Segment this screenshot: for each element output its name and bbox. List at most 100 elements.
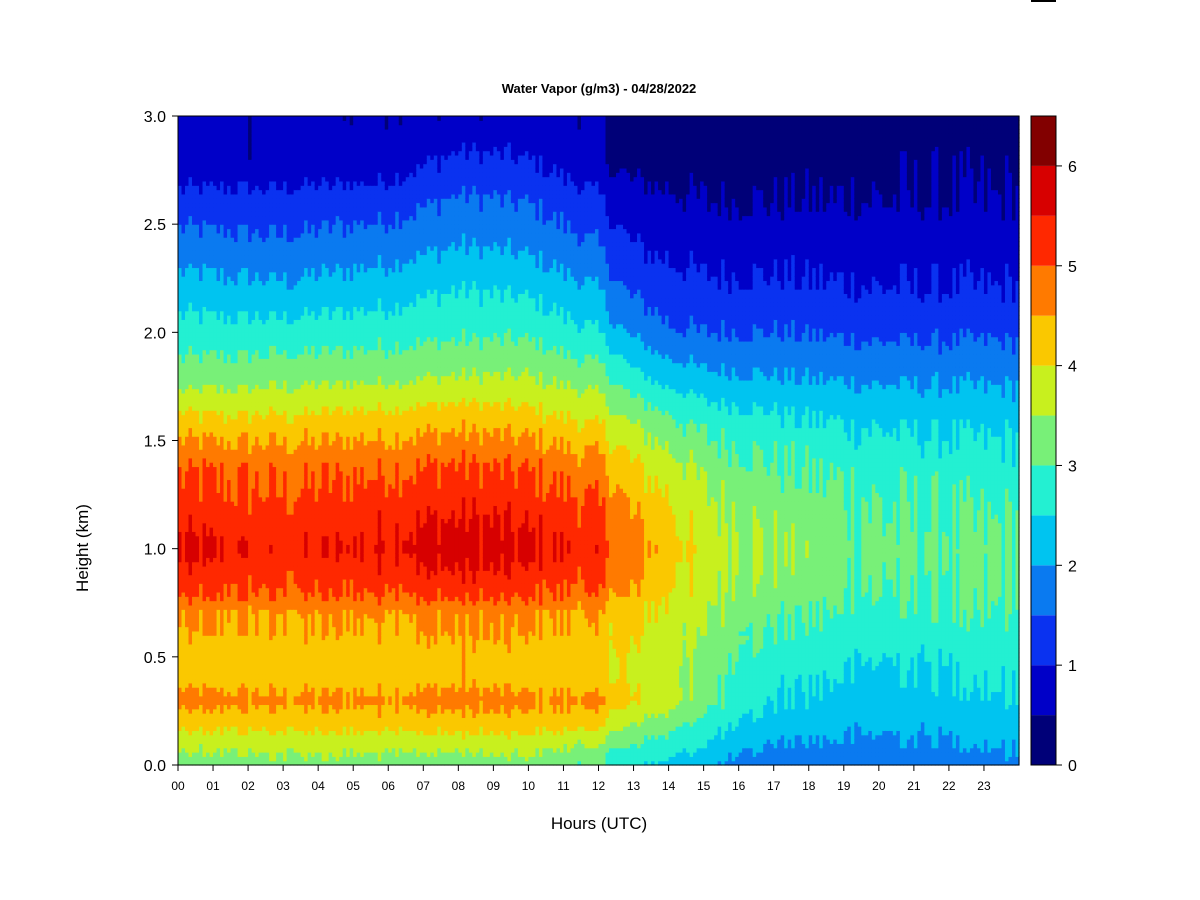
heatmap-cell [185, 470, 190, 476]
heatmap-cell [241, 492, 246, 498]
heatmap-cell [178, 276, 183, 282]
heatmap-cell [202, 202, 207, 208]
heatmap-cell [223, 137, 228, 143]
heatmap-cell [272, 133, 277, 139]
heatmap-cell [223, 254, 228, 260]
heatmap-cell [181, 276, 186, 282]
heatmap-cell [241, 678, 246, 684]
heatmap-cell [290, 289, 295, 294]
heatmap-cell [199, 756, 204, 762]
heatmap-cell [290, 752, 295, 757]
heatmap-cell [209, 418, 214, 424]
heatmap-cell [234, 695, 239, 701]
heatmap-cell [262, 682, 267, 688]
heatmap-cell [199, 427, 204, 433]
heatmap-cell [234, 531, 239, 537]
heatmap-cell [188, 470, 193, 476]
heatmap-cell [188, 237, 193, 243]
heatmap-cell [255, 565, 260, 571]
heatmap-cell [234, 743, 239, 749]
heatmap-cell [262, 449, 267, 455]
heatmap-cell [276, 159, 281, 165]
heatmap-cell [206, 280, 211, 286]
heatmap-cell [202, 591, 207, 597]
heatmap-cell [272, 120, 277, 126]
heatmap-cell [202, 137, 207, 143]
heatmap-cell [272, 691, 277, 697]
heatmap-cell [272, 323, 277, 329]
heatmap-cell [286, 617, 291, 623]
heatmap-cell [286, 730, 291, 736]
heatmap-cell [262, 535, 267, 541]
heatmap-cell [195, 384, 200, 390]
heatmap-cell [216, 133, 221, 139]
heatmap-cell [195, 332, 200, 338]
heatmap-cell [286, 276, 291, 282]
heatmap-cell [227, 492, 232, 498]
heatmap-cell [209, 522, 214, 528]
heatmap-cell [206, 328, 211, 333]
heatmap-cell [195, 358, 200, 364]
heatmap-cell [265, 215, 270, 221]
heatmap-cell [290, 185, 295, 191]
heatmap-cell [195, 639, 200, 645]
heatmap-cell [262, 617, 267, 623]
heatmap-cell [269, 172, 274, 178]
heatmap-cell [213, 306, 218, 312]
heatmap-cell [255, 462, 260, 468]
heatmap-cell [255, 656, 260, 662]
heatmap-cell [216, 565, 221, 571]
heatmap-cell [178, 444, 183, 450]
heatmap-cell [227, 479, 232, 485]
heatmap-cell [255, 250, 260, 256]
heatmap-cell [202, 276, 207, 282]
heatmap-cell [276, 739, 281, 744]
heatmap-cell [188, 185, 193, 191]
heatmap-cell [223, 366, 228, 372]
heatmap-cell [227, 224, 232, 230]
heatmap-cell [213, 661, 218, 667]
heatmap-cell [199, 392, 204, 398]
heatmap-cell [258, 518, 263, 524]
heatmap-cell [241, 284, 246, 290]
heatmap-cell [255, 120, 260, 126]
heatmap-cell [241, 739, 246, 744]
heatmap-cell [241, 146, 246, 152]
heatmap-cell [272, 280, 277, 286]
heatmap-cell [248, 531, 253, 537]
heatmap-cell [248, 488, 253, 494]
heatmap-cell [206, 492, 211, 498]
heatmap-cell [248, 544, 253, 550]
heatmap-cell [255, 479, 260, 485]
heatmap-cell [272, 167, 277, 173]
heatmap-cell [192, 682, 197, 688]
heatmap-cell [213, 466, 218, 472]
heatmap-cell [195, 315, 200, 320]
heatmap-cell [290, 600, 295, 606]
heatmap-cell [192, 375, 197, 381]
heatmap-cell [202, 405, 207, 411]
heatmap-cell [244, 185, 249, 191]
heatmap-cell [269, 613, 274, 619]
heatmap-cell [199, 332, 204, 338]
heatmap-cell [227, 254, 232, 260]
heatmap-cell [202, 440, 207, 446]
heatmap-cell [255, 397, 260, 403]
heatmap-cell [199, 527, 204, 532]
heatmap-cell [209, 734, 214, 740]
heatmap-cell [199, 176, 204, 182]
heatmap-cell [209, 600, 214, 606]
heatmap-cell [262, 527, 267, 532]
heatmap-cell [178, 449, 183, 455]
heatmap-cell [241, 423, 246, 429]
heatmap-cell [279, 172, 284, 178]
heatmap-cell [241, 522, 246, 528]
heatmap-cell [290, 488, 295, 494]
heatmap-cell [290, 501, 295, 506]
heatmap-cell [213, 414, 218, 420]
heatmap-cell [209, 561, 214, 567]
heatmap-cell [244, 457, 249, 463]
heatmap-cell [283, 310, 288, 316]
heatmap-cell [241, 172, 246, 178]
heatmap-cell [286, 180, 291, 186]
